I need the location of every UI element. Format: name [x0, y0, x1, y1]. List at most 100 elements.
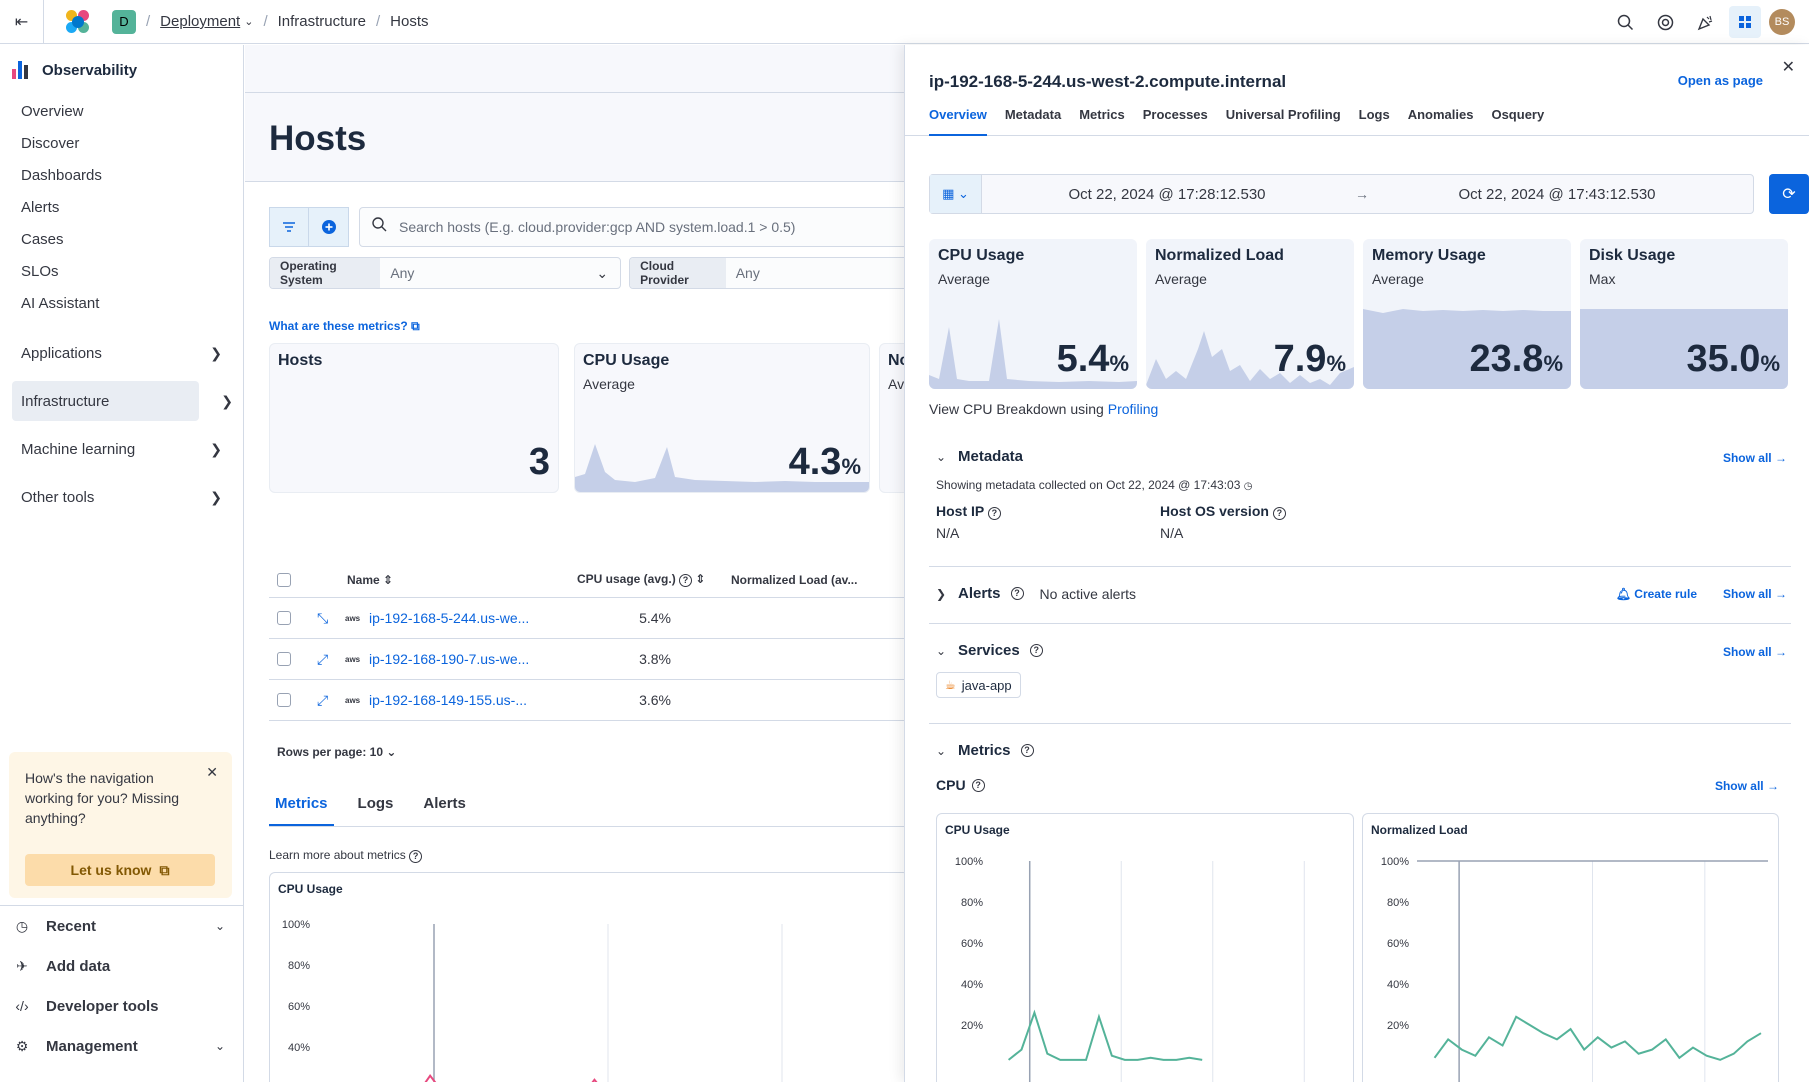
alerts-section-toggle[interactable]: ❯ Alerts ? No active alerts: [936, 585, 1137, 602]
calendar-icon[interactable]: ▦ ⌄: [930, 175, 982, 213]
col-normalized-load[interactable]: Normalized Load (av...: [731, 572, 858, 587]
sidebar-group-machine-learning[interactable]: Machine learning ❯: [21, 440, 222, 458]
sidebar-group-infrastructure[interactable]: Infrastructure ❯: [12, 381, 233, 421]
breadcrumb-infrastructure[interactable]: Infrastructure: [277, 13, 366, 30]
profiling-link[interactable]: Profiling: [1107, 401, 1159, 417]
cloud-provider-filter[interactable]: Cloud Provider Any: [629, 257, 905, 289]
sidebar-add-data[interactable]: ✈ Add data: [0, 946, 243, 986]
sidebar-item-overview[interactable]: Overview: [21, 102, 84, 120]
table-row[interactable]: ⤢ aws ip-192-168-149-155.us-... 3.6%: [269, 680, 905, 721]
info-icon: ?: [987, 507, 1001, 520]
tab-anomalies[interactable]: Anomalies: [1407, 107, 1474, 122]
breadcrumb-deployment[interactable]: Deployment: [160, 13, 241, 30]
tab-logs[interactable]: Logs: [357, 795, 394, 812]
table-row[interactable]: ⤡ aws ip-192-168-5-244.us-we... 5.4%: [269, 598, 905, 639]
metadata-show-all[interactable]: Show all →: [1722, 451, 1787, 465]
metrics-section-toggle[interactable]: ⌄ Metrics ?: [936, 742, 1034, 759]
row-checkbox[interactable]: [277, 693, 291, 707]
host-ip-label: Host IP ?: [936, 503, 1001, 520]
search-icon[interactable]: [1605, 0, 1645, 44]
search-input[interactable]: Search hosts (E.g. cloud.provider:gcp AN…: [359, 207, 905, 247]
nav-feedback-callout: How's the navigation working for you? Mi…: [9, 752, 232, 898]
help-icon[interactable]: [1645, 0, 1685, 44]
sidebar-recent[interactable]: ◷ Recent ⌄: [15, 917, 225, 935]
alerts-show-all[interactable]: Show all →: [1722, 587, 1787, 601]
expand-icon[interactable]: ⤢: [317, 691, 329, 708]
kpi-sparkline: [929, 319, 1137, 389]
sidebar-item-cases[interactable]: Cases: [21, 230, 64, 248]
news-icon[interactable]: [1685, 0, 1725, 44]
sidebar-item-dashboards[interactable]: Dashboards: [21, 166, 102, 184]
cpu-value: 3.8%: [639, 651, 671, 667]
sort-icon: ⇕: [383, 572, 394, 587]
aws-icon: aws: [345, 695, 361, 705]
sidebar-bottom: ◷ Recent ⌄ ✈ Add data ‹/› Developer tool…: [0, 905, 243, 1066]
sidebar-item-alerts[interactable]: Alerts: [21, 198, 60, 216]
date-end[interactable]: Oct 22, 2024 @ 17:43:12.530: [1458, 185, 1656, 203]
y-tick-label: 80%: [1387, 897, 1409, 909]
feedback-text: How's the navigation working for you? Mi…: [25, 770, 180, 826]
row-checkbox[interactable]: [277, 652, 291, 666]
sidebar-title: Observability: [42, 61, 138, 79]
col-cpu[interactable]: CPU usage (avg.) ? ⇕: [577, 572, 706, 587]
chevron-down-icon[interactable]: ⌄: [244, 16, 254, 28]
tab-metrics[interactable]: Metrics: [1079, 107, 1125, 122]
sidebar-group-other-tools[interactable]: Other tools ❯: [21, 488, 222, 506]
close-icon[interactable]: ✕: [206, 764, 218, 780]
what-are-metrics-link[interactable]: What are these metrics? ⧉: [269, 319, 420, 333]
cpu-value: 5.4%: [639, 610, 671, 626]
sidebar-developer-tools[interactable]: ‹/› Developer tools: [15, 997, 159, 1015]
kpi-sparkline: [1363, 309, 1571, 389]
add-filter-icon[interactable]: [309, 207, 349, 247]
sidebar-item-slos[interactable]: SLOs: [21, 262, 59, 280]
ai-assistant-icon[interactable]: [1729, 6, 1761, 38]
date-start[interactable]: Oct 22, 2024 @ 17:28:12.530: [1068, 185, 1266, 203]
host-name-link[interactable]: ip-192-168-149-155.us-...: [369, 692, 527, 708]
chevron-down-icon: ⌄: [936, 643, 947, 658]
sidebar-item-ai-assistant[interactable]: AI Assistant: [21, 294, 100, 312]
refresh-button[interactable]: ⟳: [1769, 174, 1809, 214]
tab-logs[interactable]: Logs: [1358, 107, 1390, 122]
host-name-link[interactable]: ip-192-168-190-7.us-we...: [369, 651, 530, 667]
sidebar-header[interactable]: Observability: [0, 45, 243, 95]
tab-processes[interactable]: Processes: [1142, 107, 1208, 122]
host-ip-value: N/A: [936, 525, 960, 541]
elastic-logo[interactable]: [66, 9, 90, 34]
services-section-toggle[interactable]: ⌄ Services ?: [936, 642, 1043, 659]
host-name-link[interactable]: ip-192-168-5-244.us-we...: [369, 610, 530, 626]
learn-more-metrics[interactable]: Learn more about metrics ?: [269, 848, 423, 863]
tab-universal-profiling[interactable]: Universal Profiling: [1225, 107, 1341, 122]
collapse-icon[interactable]: ⤡: [317, 609, 329, 626]
y-tick-label: 100%: [955, 856, 983, 868]
tab-osquery[interactable]: Osquery: [1491, 107, 1545, 122]
user-avatar[interactable]: BS: [1769, 9, 1795, 35]
select-all-checkbox[interactable]: [277, 572, 291, 587]
aws-icon: aws: [345, 613, 361, 623]
os-filter[interactable]: Operating System Any ⌄: [269, 257, 622, 289]
row-checkbox[interactable]: [277, 611, 291, 625]
rows-per-page[interactable]: Rows per page: 10 ⌄: [277, 745, 397, 759]
service-badge[interactable]: ☕ java-app: [936, 672, 1021, 698]
create-rule-button[interactable]: 🔔︎ Create rule: [1615, 587, 1697, 601]
tab-metrics[interactable]: Metrics: [269, 787, 334, 826]
tab-alerts[interactable]: Alerts: [423, 795, 466, 812]
expand-icon[interactable]: ⤢: [317, 650, 329, 667]
metrics-show-all[interactable]: Show all →: [1714, 779, 1779, 793]
col-name[interactable]: Name ⇕: [347, 572, 394, 587]
metadata-section-toggle[interactable]: ⌄ Metadata: [936, 448, 1024, 465]
menu-toggle-icon[interactable]: ⇤: [0, 0, 44, 44]
close-icon[interactable]: ✕: [1781, 59, 1795, 76]
sidebar-management[interactable]: ⚙ Management ⌄: [15, 1037, 225, 1055]
open-as-page-link[interactable]: Open as page: [1677, 73, 1763, 88]
table-row[interactable]: ⤢ aws ip-192-168-190-7.us-we... 3.8%: [269, 639, 905, 680]
tab-overview[interactable]: Overview: [929, 107, 987, 136]
let-us-know-button[interactable]: Let us know ⧉: [25, 854, 215, 886]
space-avatar[interactable]: D: [112, 9, 136, 34]
filter-icon[interactable]: [269, 207, 309, 247]
services-show-all[interactable]: Show all →: [1722, 645, 1787, 659]
sidebar-item-discover[interactable]: Discover: [21, 134, 80, 152]
chart-title: CPU Usage: [945, 823, 1010, 837]
chevron-right-icon: ❯: [210, 440, 222, 457]
sidebar-group-applications[interactable]: Applications ❯: [21, 344, 222, 362]
tab-metadata[interactable]: Metadata: [1004, 107, 1062, 122]
